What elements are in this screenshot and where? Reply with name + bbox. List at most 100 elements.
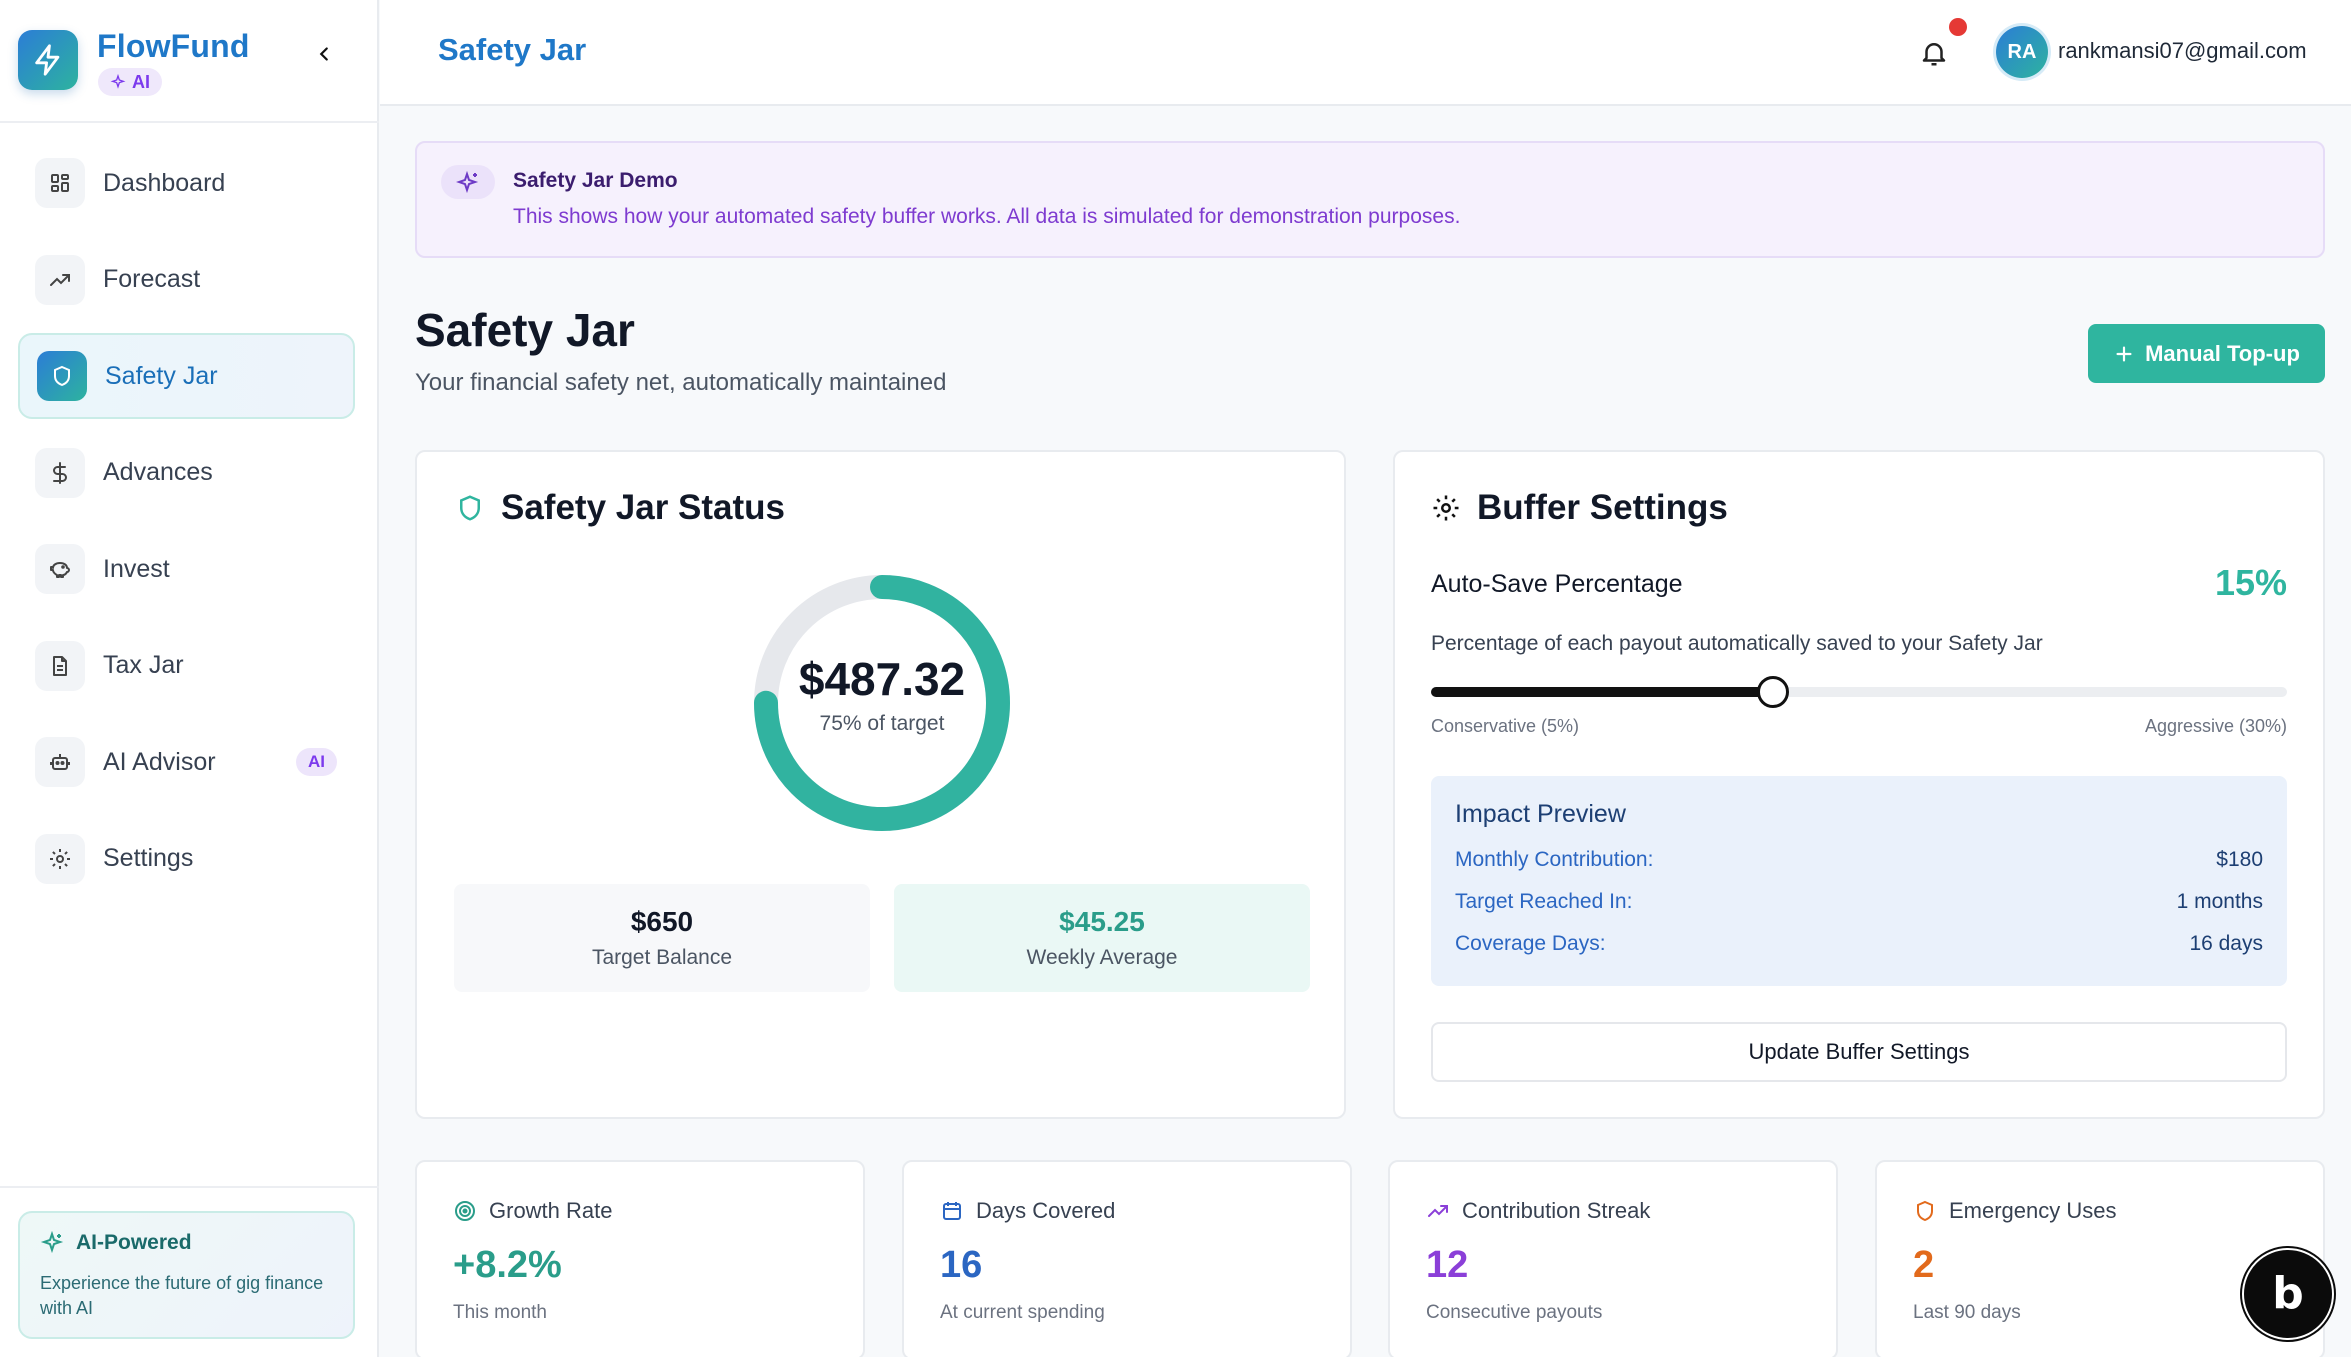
buffer-card-title-text: Buffer Settings <box>1477 488 1728 527</box>
gear-icon <box>35 833 85 884</box>
piggy-bank-icon <box>35 544 85 594</box>
safety-jar-balance: $487.32 <box>798 653 966 705</box>
buffer-card-title: Buffer Settings <box>1431 488 1728 528</box>
metric-subtext: Consecutive payouts <box>1426 1302 1603 1323</box>
impact-preview: Impact Preview Monthly Contribution: $18… <box>1431 776 2287 986</box>
sidebar-item-tax-jar[interactable]: Tax Jar <box>18 623 355 709</box>
impact-value: 1 months <box>2176 890 2263 913</box>
ai-card-text: Experience the future of gig finance wit… <box>40 1273 324 1318</box>
metric-header: Emergency Uses <box>1913 1198 2117 1224</box>
sidebar: FlowFund AI Dashboard Forecast Safety Ja… <box>0 0 379 1357</box>
sidebar-nav: Dashboard Forecast Safety Jar Advances I… <box>18 140 355 912</box>
sidebar-item-label: Advances <box>103 458 213 486</box>
metric-card-growth-rate: Growth Rate +8.2% This month <box>415 1160 865 1357</box>
impact-value: 16 days <box>2189 932 2263 955</box>
slider-min-label: Conservative (5%) <box>1431 716 1580 736</box>
sidebar-item-label: Safety Jar <box>105 361 218 390</box>
weekly-average-value: $45.25 <box>1059 906 1145 937</box>
sparkle-icon <box>110 74 126 89</box>
chevron-left-icon <box>319 47 328 61</box>
page-title: Safety Jar <box>415 304 635 356</box>
sidebar-item-advances[interactable]: Advances <box>18 430 355 516</box>
progress-ring-fill <box>754 575 1010 831</box>
weekly-average-label: Weekly Average <box>1026 946 1178 969</box>
progress-label: 75% of target <box>819 712 945 735</box>
slider-fill <box>1431 687 1774 697</box>
metric-value: 12 <box>1426 1244 1469 1286</box>
sidebar-item-settings[interactable]: Settings <box>18 816 355 902</box>
sidebar-item-label: Settings <box>103 844 194 872</box>
document-icon <box>35 640 85 691</box>
brand-name: FlowFund <box>97 28 250 64</box>
grid-icon <box>35 158 85 208</box>
avatar[interactable]: RA <box>1996 26 2048 78</box>
metric-label: Emergency Uses <box>1949 1198 2117 1223</box>
auto-save-label: Auto-Save Percentage <box>1431 570 1683 598</box>
demo-banner-title: Safety Jar Demo <box>513 169 678 192</box>
manual-top-up-button[interactable]: Manual Top-up <box>2088 324 2325 383</box>
sidebar-item-label: Invest <box>103 554 170 583</box>
gear-icon <box>1433 495 1459 521</box>
target-icon <box>455 1201 475 1221</box>
sidebar-divider <box>0 1186 379 1188</box>
brand-badge-label: AI <box>132 71 150 92</box>
ai-card-title: AI-Powered <box>40 1231 333 1255</box>
sidebar-item-invest[interactable]: Invest <box>18 526 355 612</box>
target-balance-label: Target Balance <box>591 946 733 969</box>
impact-preview-title: Impact Preview <box>1455 800 1626 828</box>
weekly-average-box: $45.25 Weekly Average <box>894 884 1310 992</box>
user-email[interactable]: rankmansi07@gmail.com <box>2058 38 2307 63</box>
header: Safety Jar RA rankmansi07@gmail.com <box>380 0 2351 106</box>
ai-card-title-text: AI-Powered <box>76 1231 192 1254</box>
notifications-button[interactable] <box>1908 28 1960 78</box>
metric-value: +8.2% <box>453 1244 562 1286</box>
metric-value: 16 <box>940 1244 983 1286</box>
page-title-header: Safety Jar <box>438 32 587 67</box>
bell-icon <box>1922 43 1946 66</box>
status-card-title: Safety Jar Status <box>455 488 785 528</box>
page-subtitle: Your financial safety net, automatically… <box>415 369 947 396</box>
sidebar-item-ai-advisor[interactable]: AI Advisor AI <box>18 719 355 805</box>
trending-up-icon <box>1428 1205 1448 1217</box>
sparkle-icon <box>40 1231 64 1254</box>
metric-label: Growth Rate <box>489 1198 613 1223</box>
target-balance-value: $650 <box>630 906 694 937</box>
metric-card-emergency-uses: Emergency Uses 2 Last 90 days <box>1875 1160 2325 1357</box>
safety-jar-status-card: Safety Jar Status $487.32 75% of target … <box>415 450 1346 1119</box>
sparkle-icon <box>441 165 495 199</box>
auto-save-slider[interactable] <box>1431 676 2287 708</box>
brand: FlowFund AI <box>18 28 358 122</box>
sidebar-item-label: Tax Jar <box>103 651 184 679</box>
collapse-sidebar-button[interactable] <box>300 30 348 78</box>
sidebar-item-safety-jar[interactable]: Safety Jar <box>18 333 355 419</box>
lightning-logo-icon <box>18 30 78 90</box>
dollar-icon <box>35 447 85 498</box>
sidebar-item-dashboard[interactable]: Dashboard <box>18 140 355 226</box>
slider-handle[interactable] <box>1757 676 1790 708</box>
status-card-title-text: Safety Jar Status <box>501 488 786 527</box>
impact-key: Monthly Contribution: <box>1455 848 1654 871</box>
sidebar-item-label: Forecast <box>103 265 201 293</box>
calendar-icon <box>943 1202 961 1220</box>
ai-powered-card: AI-Powered Experience the future of gig … <box>18 1211 355 1339</box>
ai-badge: AI <box>296 748 337 776</box>
metric-header: Contribution Streak <box>1426 1198 1650 1224</box>
bolt-badge-icon[interactable]: b <box>2240 1246 2336 1342</box>
sidebar-item-label: AI Advisor <box>103 747 216 776</box>
sidebar-item-forecast[interactable]: Forecast <box>18 237 355 323</box>
metric-header: Growth Rate <box>453 1198 613 1224</box>
bot-icon <box>35 737 85 787</box>
impact-key: Coverage Days: <box>1455 932 1606 955</box>
target-balance-box: $650 Target Balance <box>454 884 870 992</box>
demo-banner-text: This shows how your automated safety buf… <box>513 205 1461 228</box>
brand-ai-badge: AI <box>98 68 162 96</box>
update-buffer-settings-button[interactable]: Update Buffer Settings <box>1431 1022 2287 1082</box>
metric-label: Contribution Streak <box>1462 1198 1651 1223</box>
slider-max-label: Aggressive (30%) <box>2144 716 2287 736</box>
metric-label: Days Covered <box>976 1198 1116 1223</box>
trending-up-icon <box>35 254 85 305</box>
metric-card-days-covered: Days Covered 16 At current spending <box>902 1160 1352 1357</box>
metric-subtext: At current spending <box>940 1302 1105 1323</box>
demo-banner: Safety Jar Demo This shows how your auto… <box>415 141 2325 258</box>
shield-icon <box>37 351 87 401</box>
